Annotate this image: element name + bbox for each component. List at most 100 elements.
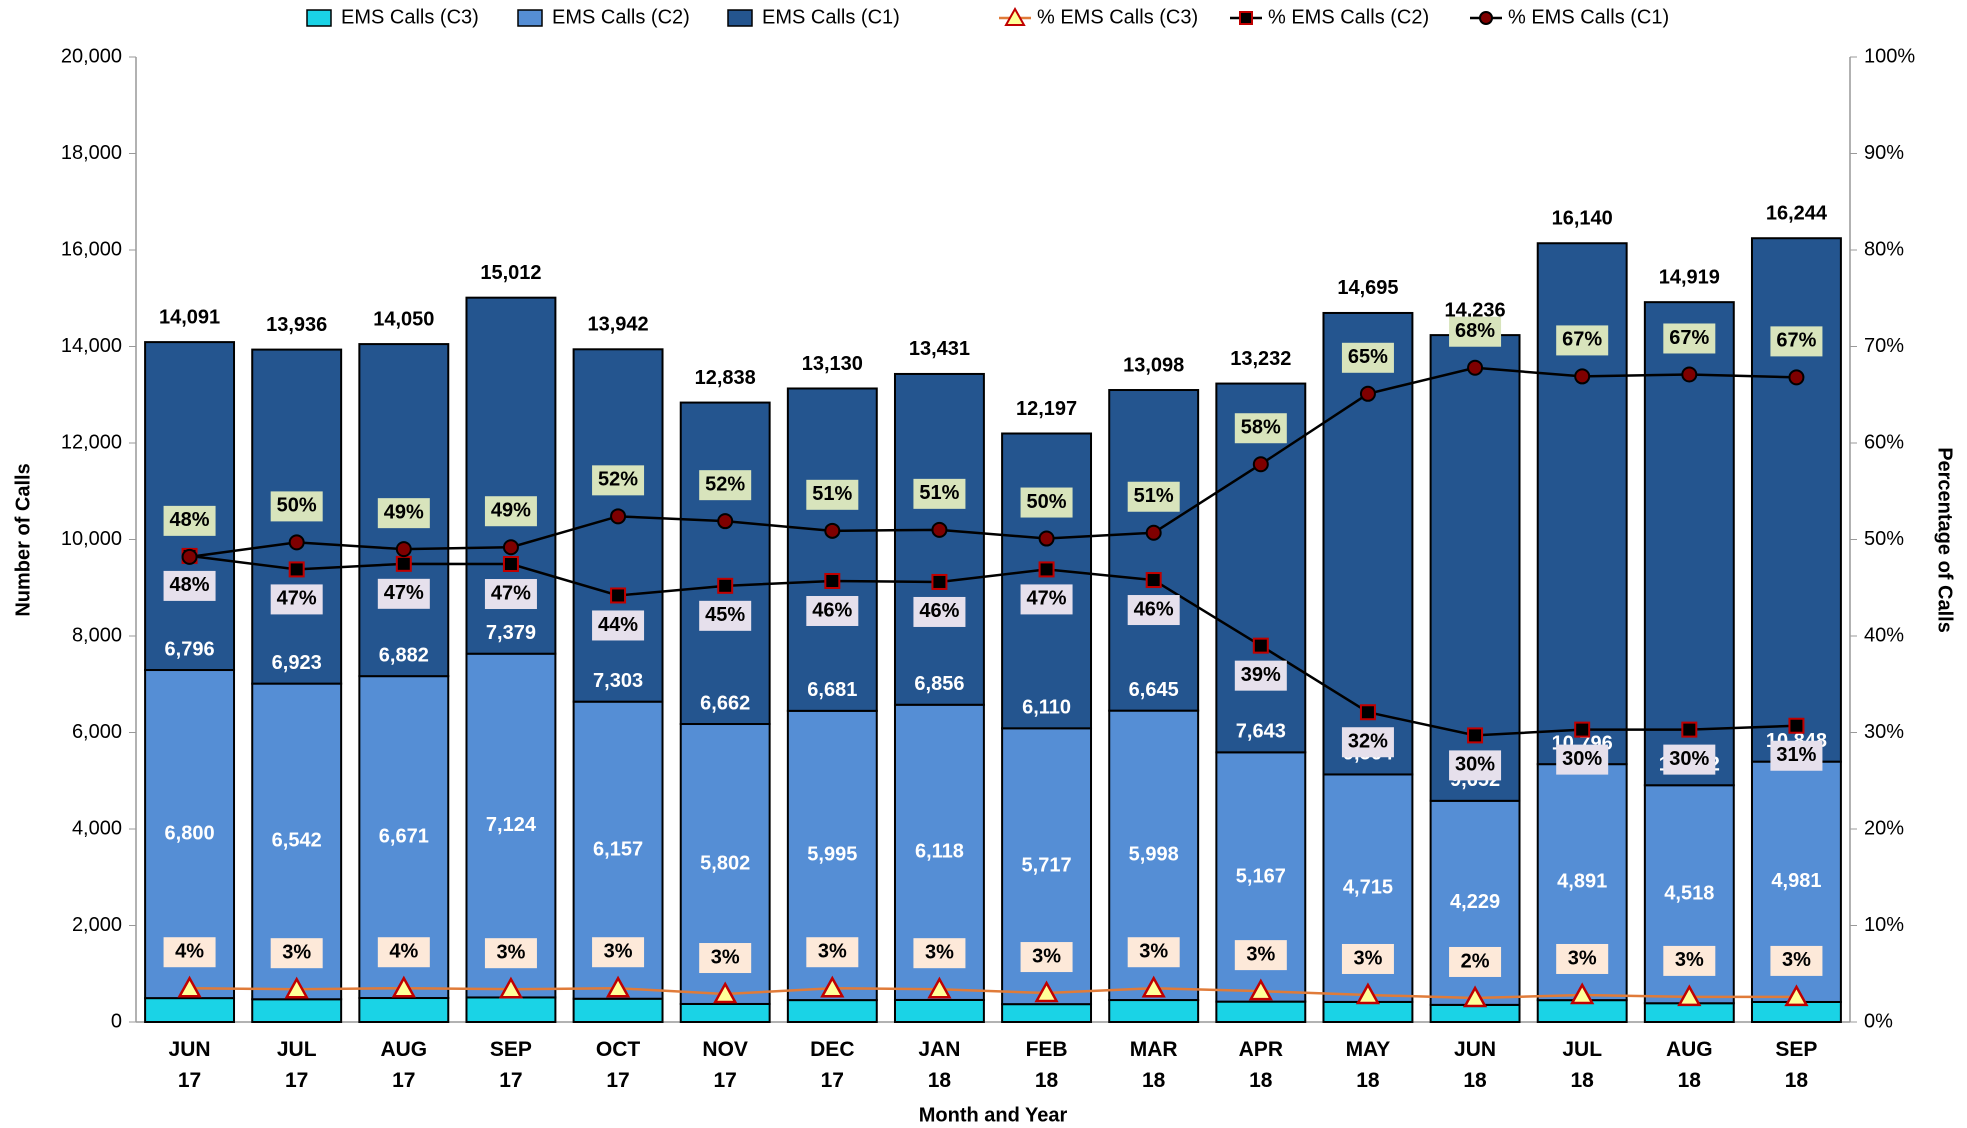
total-label: 14,236 (1444, 299, 1505, 321)
marker (820, 975, 845, 998)
label-box (1663, 945, 1716, 976)
bar-value-label: 4,229 (1450, 891, 1500, 913)
percent-label: 30% (1562, 748, 1602, 770)
legend-label: % EMS Calls (C2) (1268, 6, 1429, 28)
percent-label: 67% (1562, 329, 1602, 351)
x-tick-label: AUG 18 (1665, 1038, 1713, 1092)
bar-value-label: 4,981 (1771, 870, 1821, 892)
legend-label: % EMS Calls (C3) (1037, 6, 1198, 28)
y2-tick-label: 40% (1864, 624, 1904, 646)
marker (1359, 704, 1376, 721)
total-label: 13,431 (909, 338, 970, 360)
percent-label: 51% (919, 482, 959, 504)
label-box (1449, 316, 1502, 347)
bar-value-label: 6,923 (272, 652, 322, 674)
bar-value-label: 6,662 (700, 692, 750, 714)
label-box (270, 938, 323, 969)
marker (1038, 530, 1055, 547)
bar-value-label: 4,518 (1664, 883, 1714, 905)
label-box (1020, 487, 1073, 518)
bar-value-label: 6,118 (915, 841, 964, 863)
label-box (913, 596, 966, 627)
label-box (592, 465, 645, 496)
marker (1038, 561, 1055, 578)
legend-label: % EMS Calls (C1) (1508, 6, 1669, 28)
y2-axis-title: Percentage of Calls (1934, 447, 1956, 633)
label-box (1020, 584, 1073, 615)
percent-label: 32% (1348, 731, 1388, 753)
marker (1784, 984, 1809, 1007)
label-box (1663, 744, 1716, 775)
x-tick-label: JUL 17 (276, 1038, 317, 1092)
percent-label: 4% (175, 941, 204, 963)
bar-value-label: 5,995 (807, 844, 857, 866)
bar-segment (679, 1002, 771, 1024)
bar-value-label: 6,542 (272, 830, 322, 852)
y2-tick-label: 70% (1864, 335, 1904, 357)
percent-label: 65% (1348, 346, 1388, 368)
y-tick-label: 6,000 (72, 721, 122, 743)
bar-segment (893, 372, 985, 706)
bar-segment (1750, 237, 1842, 763)
label-box (1234, 660, 1287, 691)
y2-tick-label: 50% (1864, 528, 1904, 550)
x-tick-label: JUN 18 (1454, 1038, 1497, 1092)
x-tick-label: SEP 17 (489, 1038, 532, 1092)
marker (1252, 456, 1269, 473)
bar-value-label: 6,856 (914, 673, 964, 695)
marker (1570, 982, 1595, 1005)
label-box (377, 578, 430, 609)
label-box (377, 937, 430, 968)
label-box (1020, 942, 1073, 973)
percent-label: 48% (170, 509, 210, 531)
legend-marker (1004, 6, 1026, 26)
total-label: 14,091 (159, 306, 220, 328)
percent-label: 46% (919, 600, 959, 622)
label-box (1341, 727, 1394, 758)
bar-segment (251, 998, 343, 1023)
marker (502, 539, 519, 556)
percent-label: 2% (1461, 950, 1490, 972)
label-box (1341, 943, 1394, 974)
marker (1467, 359, 1484, 376)
percent-label: 47% (1027, 588, 1067, 610)
bar-value-label: 6,671 (379, 825, 429, 847)
marker (498, 976, 524, 999)
x-tick-label: APR 18 (1238, 1038, 1283, 1092)
label-box (592, 937, 645, 968)
bar-segment (1001, 432, 1093, 730)
marker (931, 573, 948, 590)
label-box (1556, 744, 1609, 775)
percent-label: 3% (604, 941, 633, 963)
label-box (913, 938, 966, 969)
marker (1677, 984, 1702, 1007)
percent-label: 3% (1782, 949, 1811, 971)
x-axis-title: Month and Year (919, 1104, 1068, 1126)
y-tick-label: 8,000 (72, 624, 122, 646)
bar-value-label: 5,717 (1022, 855, 1072, 877)
marker (1574, 721, 1591, 738)
percent-label: 52% (598, 469, 638, 491)
label-box (699, 943, 752, 974)
x-tick-label: OCT 17 (595, 1038, 641, 1092)
percent-label: 67% (1669, 327, 1709, 349)
label-box (377, 498, 430, 529)
total-label: 12,197 (1016, 398, 1077, 420)
percent-label: 39% (1241, 664, 1281, 686)
legend-swatch (517, 9, 543, 27)
label-box (1556, 943, 1609, 974)
percent-label: 49% (491, 500, 531, 522)
bar-segment (786, 999, 878, 1023)
marker (502, 556, 519, 573)
bar-value-label: 4,715 (1343, 876, 1393, 898)
label-box (592, 610, 645, 641)
total-label: 14,695 (1337, 277, 1398, 299)
label-box (913, 478, 966, 509)
marker (927, 976, 952, 999)
total-label: 13,942 (587, 314, 648, 336)
legend-label: EMS Calls (C1) (762, 6, 900, 28)
label-box (270, 584, 323, 615)
percent-label: 48% (170, 574, 210, 596)
bar-value-label: 6,157 (593, 838, 643, 860)
marker (610, 587, 627, 604)
